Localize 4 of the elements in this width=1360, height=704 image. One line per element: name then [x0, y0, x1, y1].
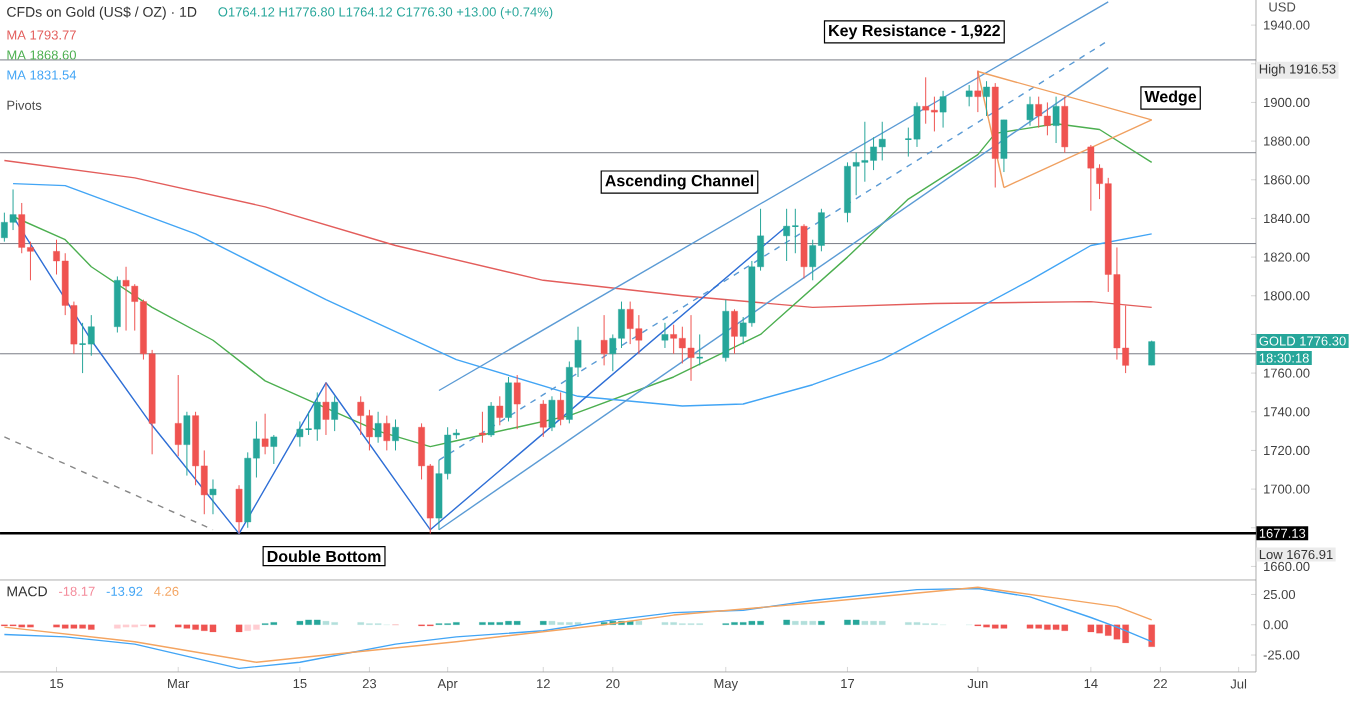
annotation: Ascending Channel	[605, 174, 754, 190]
annotation: Wedge	[1144, 90, 1197, 106]
annotation: Key Resistance - 1,922	[829, 24, 1000, 40]
annotation: Double Bottom	[267, 550, 381, 563]
